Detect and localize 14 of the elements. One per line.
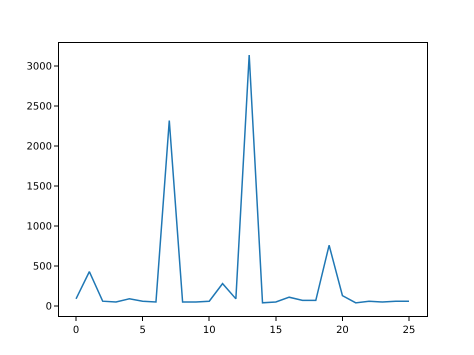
x-tick-label: 20: [336, 325, 349, 336]
y-tick-label: 0: [46, 302, 52, 313]
y-tick-label: 500: [32, 262, 52, 273]
y-tick-label: 3000: [26, 62, 52, 73]
y-tick-label: 1500: [26, 182, 52, 193]
line-series: [75, 54, 410, 304]
x-tick-label: 0: [72, 325, 80, 336]
x-tick-label: 25: [402, 325, 416, 336]
y-tick-label: 1000: [26, 222, 52, 233]
x-tick-label: 5: [139, 325, 146, 336]
y-tick-label: 2000: [26, 142, 52, 153]
y-tick-label: 2500: [26, 102, 52, 113]
x-tick-label: 10: [202, 325, 216, 336]
x-tick-label: 15: [269, 325, 282, 336]
